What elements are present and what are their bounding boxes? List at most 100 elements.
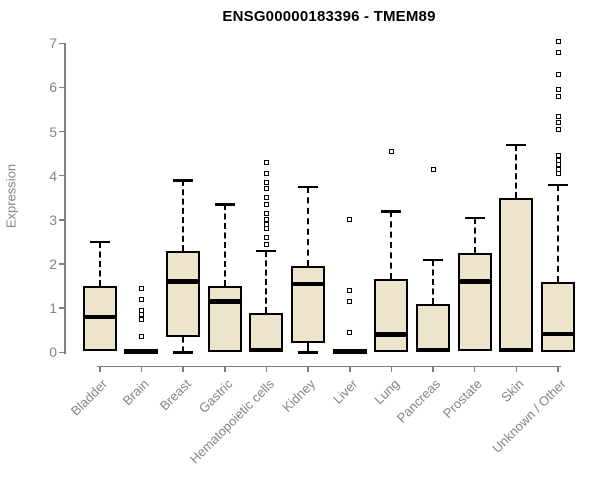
upper-whisker-pancreas: [432, 259, 435, 304]
x-tick-breast: [182, 367, 184, 372]
outlier-liver-0: [347, 217, 353, 223]
chart-title: ENSG00000183396 - TMEM89: [222, 8, 436, 25]
x-tick-bladder: [99, 367, 101, 372]
lower-whisker-breast: [182, 336, 185, 353]
x-tick-gastric: [224, 367, 226, 372]
median-lung: [374, 332, 409, 337]
y-tick-5: [59, 130, 64, 133]
upper-whisker-cap-prostate: [464, 216, 485, 220]
x-tick-label-skin: Skin: [498, 376, 527, 405]
median-prostate: [457, 279, 492, 284]
lower-whisker-cap-breast: [173, 351, 194, 354]
x-tick-pancreas: [432, 367, 434, 372]
x-tick-label-bladder: Bladder: [67, 376, 111, 419]
outlier-brain-4: [138, 316, 144, 322]
y-axis-line: [64, 43, 66, 354]
upper-whisker-cap-kidney: [298, 185, 319, 189]
box-lung: [374, 279, 409, 353]
y-tick-3: [59, 219, 64, 221]
upper-whisker-gastric: [223, 204, 226, 287]
x-tick-prostate: [473, 367, 476, 372]
x-tick-label-prostate: Prostate: [440, 376, 486, 422]
outlier-unknown-other-12: [555, 171, 561, 177]
x-tick-label-gastric: Gastric: [195, 376, 236, 416]
outlier-unknown-other-1: [555, 49, 561, 55]
box-gastric: [207, 286, 242, 353]
x-tick-lung: [390, 367, 393, 372]
median-skin: [499, 347, 534, 353]
outlier-unknown-other-7: [555, 126, 561, 132]
y-tick-label-5: 5: [49, 123, 57, 140]
box-skin: [499, 197, 534, 353]
median-gastric: [207, 299, 242, 304]
x-tick-label-pancreas: Pancreas: [393, 376, 444, 426]
outlier-hematopoietic-cells-1: [263, 171, 269, 177]
x-tick-label-unknown-other: Unknown / Other: [488, 376, 569, 456]
median-brain: [124, 348, 159, 354]
y-tick-0: [59, 351, 64, 354]
outlier-lung-0: [388, 148, 394, 154]
outlier-hematopoietic-cells-10: [263, 235, 269, 241]
outlier-brain-5: [138, 334, 144, 340]
upper-whisker-unknown-other: [557, 184, 560, 282]
y-axis-label: Expression: [3, 163, 19, 229]
x-tick-skin: [515, 367, 518, 372]
box-unknown-other: [541, 281, 576, 353]
outlier-brain-0: [138, 285, 144, 291]
outlier-unknown-other-2: [555, 71, 561, 77]
x-tick-label-liver: Liver: [329, 376, 361, 407]
median-hematopoietic-cells: [249, 347, 284, 353]
outlier-unknown-other-5: [555, 113, 561, 119]
upper-whisker-cap-lung: [381, 210, 402, 213]
outlier-unknown-other-4: [555, 93, 561, 99]
outlier-hematopoietic-cells-6: [263, 210, 269, 216]
y-tick-label-3: 3: [49, 211, 57, 228]
x-tick-hematopoietic-cells: [265, 367, 268, 372]
x-tick-label-kidney: Kidney: [279, 376, 319, 415]
y-tick-label-2: 2: [49, 256, 57, 273]
x-axis-line: [97, 365, 561, 367]
y-tick-label-7: 7: [49, 35, 57, 52]
median-bladder: [82, 314, 117, 320]
x-tick-unknown-other: [557, 367, 559, 372]
x-tick-label-brain: Brain: [119, 376, 152, 409]
upper-whisker-kidney: [307, 186, 310, 267]
y-tick-label-1: 1: [49, 300, 57, 317]
x-tick-kidney: [307, 367, 309, 372]
outlier-brain-1: [138, 296, 144, 302]
upper-whisker-cap-gastric: [214, 203, 235, 206]
y-tick-6: [59, 86, 64, 89]
outlier-liver-3: [347, 329, 353, 335]
box-hematopoietic-cells: [249, 313, 284, 353]
median-unknown-other: [541, 331, 576, 336]
outlier-liver-1: [347, 288, 353, 293]
median-breast: [166, 279, 201, 284]
y-tick-4: [59, 174, 64, 177]
lower-whisker-kidney: [307, 343, 310, 353]
upper-whisker-cap-unknown-other: [548, 183, 569, 187]
outlier-unknown-other-3: [555, 87, 561, 93]
upper-whisker-cap-skin: [506, 143, 527, 147]
median-pancreas: [416, 347, 451, 353]
outlier-unknown-other-6: [555, 120, 561, 126]
upper-whisker-hematopoietic-cells: [265, 250, 268, 314]
outlier-hematopoietic-cells-5: [263, 201, 269, 207]
outlier-hematopoietic-cells-0: [263, 159, 269, 165]
y-tick-1: [59, 307, 64, 309]
outlier-liver-2: [347, 299, 353, 305]
x-tick-liver: [349, 367, 351, 372]
x-tick-label-breast: Breast: [156, 376, 194, 414]
upper-whisker-skin: [515, 144, 518, 198]
y-tick-label-4: 4: [49, 167, 57, 184]
upper-whisker-cap-hematopoietic-cells: [256, 249, 277, 253]
upper-whisker-cap-pancreas: [423, 258, 444, 262]
median-kidney: [291, 281, 326, 287]
outlier-hematopoietic-cells-11: [263, 241, 269, 247]
upper-whisker-lung: [390, 211, 393, 280]
box-prostate: [457, 252, 492, 352]
y-tick-2: [59, 263, 64, 265]
median-liver: [332, 348, 367, 354]
box-breast: [166, 250, 201, 337]
upper-whisker-bladder: [98, 241, 101, 287]
